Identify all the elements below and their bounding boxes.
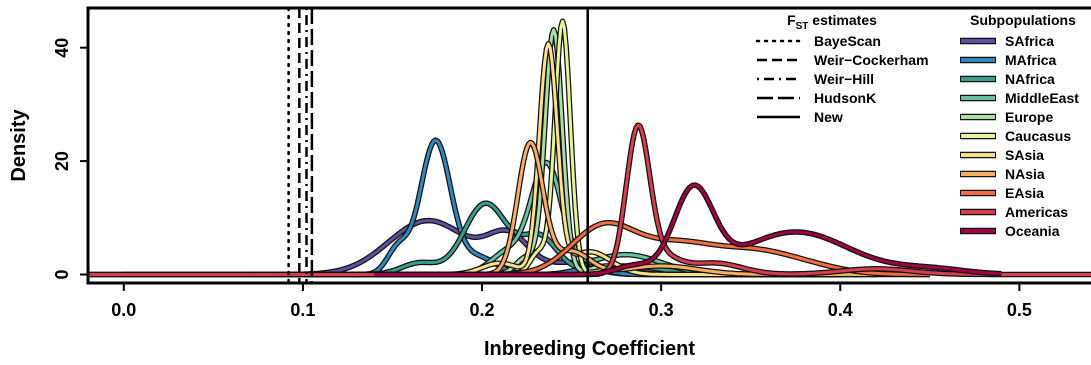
subpop-legend-label: Americas	[1005, 204, 1068, 220]
subpop-legend-label: NAsia	[1005, 166, 1045, 182]
fst-legend-label: Weir−Hill	[814, 71, 874, 87]
x-axis: 0.0 0.1 0.2 0.3 0.4 0.5	[111, 283, 1032, 320]
subpopulation-legend: Subpopulations SAfrica MAfrica NAfrica Middl…	[960, 12, 1079, 239]
x-tick-label: 0.4	[828, 300, 853, 320]
subpop-legend-label: EAsia	[1005, 185, 1044, 201]
x-tick-label: 0.5	[1007, 300, 1032, 320]
fst-legend-label: HudsonK	[814, 90, 876, 106]
y-axis-label: Density	[8, 109, 30, 182]
fst-legend-label: BayeScan	[814, 33, 881, 49]
series-line-sasia	[123, 42, 859, 276]
x-tick-label: 0.3	[649, 300, 674, 320]
y-axis: 0 20 40	[52, 38, 88, 280]
subpop-legend-label: NAfrica	[1005, 71, 1055, 87]
x-tick-label: 0.0	[111, 300, 136, 320]
subpop-legend-label: Europe	[1005, 109, 1053, 125]
subpop-legend-label: MAfrica	[1005, 52, 1057, 68]
fst-legend-label: New	[814, 109, 843, 125]
series-line-oceania	[374, 183, 1002, 276]
x-axis-label: Inbreeding Coefficient	[484, 338, 695, 360]
x-tick-label: 0.2	[470, 300, 495, 320]
subpop-legend-label: SAsia	[1005, 147, 1044, 163]
subpop-legend-label: Caucasus	[1005, 128, 1071, 144]
y-tick-label: 0	[52, 269, 72, 279]
density-curves	[87, 18, 1091, 278]
x-tick-label: 0.1	[290, 300, 315, 320]
fst-estimate-lines	[287, 6, 589, 285]
y-tick-label: 40	[52, 38, 72, 58]
fst-legend-label: Weir−Cockerham	[814, 52, 929, 68]
subpop-legend-label: Oceania	[1005, 223, 1060, 239]
subpop-legend-label: SAfrica	[1005, 33, 1054, 49]
series-outline-sasia	[122, 41, 860, 278]
subpopulation-legend-title: Subpopulations	[970, 12, 1076, 28]
subpop-legend-label: MiddleEast	[1005, 90, 1079, 106]
plot-frame	[86, 6, 1091, 285]
y-tick-label: 20	[52, 151, 72, 171]
fst-legend-title: FST estimates	[787, 12, 877, 32]
